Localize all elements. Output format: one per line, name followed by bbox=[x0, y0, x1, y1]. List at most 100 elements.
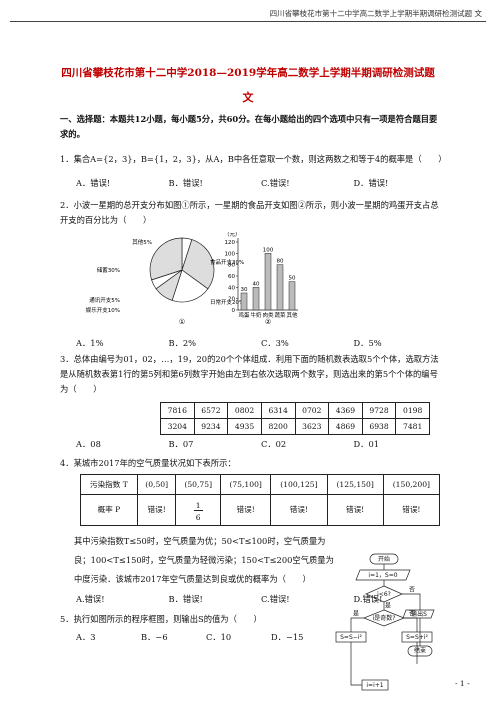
option: D.错误! bbox=[353, 594, 383, 604]
value-label: 80 bbox=[277, 259, 284, 265]
table-cell: 4869 bbox=[328, 418, 363, 435]
table-cell: 错误! bbox=[326, 493, 384, 527]
flow-label: 是 bbox=[353, 611, 359, 618]
option: B．错误! bbox=[168, 594, 203, 604]
table-cell: 错误! bbox=[219, 493, 272, 527]
table-cell: 污染指数 T bbox=[80, 474, 138, 495]
table-cell: (100,125] bbox=[270, 474, 328, 495]
y-tick-label: 80 bbox=[228, 263, 235, 269]
flow-node: 输出S bbox=[411, 610, 427, 618]
section-heading: 一、选择题：本题共12小题，每小题5分，共60分。在每小题给出的四个选项中只有一… bbox=[60, 114, 438, 139]
question: 2．小波一星期的总开支分布如图①所示，一星期的食品开支如图②所示，则小波一星期的… bbox=[60, 200, 439, 225]
pie-label: 日常开支20% bbox=[210, 298, 244, 306]
flow-label: 否 bbox=[409, 587, 415, 594]
option: B．错误! bbox=[168, 178, 203, 188]
random-table: 7816 6572 0802 6314 0702 4369 9728 0198 3204 9234… bbox=[160, 402, 430, 435]
option: B．−6 bbox=[141, 632, 168, 642]
options: A．3 B．−6 C．10 D．−15 bbox=[76, 630, 336, 645]
bar bbox=[240, 292, 248, 311]
pie-slice bbox=[181, 239, 215, 290]
table-cell: 0702 bbox=[294, 402, 330, 419]
option: A．错误! bbox=[76, 178, 111, 188]
table-cell: 0198 bbox=[395, 402, 430, 419]
table-row: 概率 P 错误! 1 6 错误! 错误! 错误! 错误! bbox=[80, 493, 441, 527]
option: A．08 bbox=[76, 439, 101, 449]
y-tick-label: 60 bbox=[228, 274, 235, 280]
option: B．2% bbox=[168, 338, 197, 348]
value-label: 50 bbox=[289, 276, 296, 282]
table-cell: 9234 bbox=[193, 418, 229, 435]
flow-label: 否 bbox=[409, 611, 415, 618]
table-cell: 8200 bbox=[260, 418, 296, 435]
flow-label: 是 bbox=[385, 603, 391, 610]
pie-label: 食品开支30% bbox=[210, 258, 244, 266]
running-header: 四川省攀枝花市第十二中学高二数学上学期半期调研检测试题 文 bbox=[269, 9, 482, 18]
x-tick-label: 牛奶 bbox=[250, 311, 262, 319]
y-tick-label: 0 bbox=[232, 308, 236, 314]
bar bbox=[264, 253, 272, 311]
air-table: 污染指数 T (0,50] (50,75] (75,100] (100,125] (125… bbox=[80, 474, 441, 527]
flow-node: S=S+i² bbox=[406, 634, 428, 641]
question: 4．某城市2017年的空气质量状况如下表所示： bbox=[60, 458, 236, 468]
question: 5．执行如图所示的程序框图，则输出S的值为（ ） bbox=[60, 614, 262, 624]
pie-label: 娱乐开支10% bbox=[86, 306, 120, 314]
question: 3．总体由编号为01，02，…，19，20的20个个体组成．利用下面的随机数表选… bbox=[60, 354, 439, 394]
bar bbox=[288, 281, 296, 311]
flow-node: 结束 bbox=[414, 647, 426, 655]
caption: ① bbox=[179, 318, 185, 326]
option: A.错误! bbox=[76, 594, 105, 604]
table-row: 污染指数 T (0,50] (50,75] (75,100] (100,125] (125… bbox=[80, 474, 441, 495]
table-cell: 0802 bbox=[227, 402, 262, 419]
options: A．08 B．07 C．02 D．01 bbox=[76, 437, 446, 452]
table-cell: 3623 bbox=[294, 418, 330, 435]
subtitle: 文 bbox=[242, 91, 254, 104]
table-cell: (50,75] bbox=[175, 474, 221, 495]
pie-label: 通讯开支5% bbox=[89, 296, 120, 304]
table-cell: 7481 bbox=[395, 418, 430, 435]
table-cell: (150,200] bbox=[382, 474, 441, 495]
question: 1．集合A={2，3}，B={1，2，3}，从A，B中各任意取一个数，则这两数之… bbox=[60, 154, 447, 164]
question-text: 其中污染指数T≤50时，空气质量为优；50<T≤100时，空气质量为良；100<… bbox=[74, 536, 334, 584]
table-cell: (125,150] bbox=[326, 474, 384, 495]
numerator: 1 bbox=[193, 500, 203, 511]
flow-node: i是奇数? bbox=[373, 614, 396, 622]
page-number: - 1 - bbox=[455, 679, 470, 688]
denominator: 6 bbox=[195, 512, 201, 522]
option: A．3 bbox=[76, 632, 96, 642]
bar bbox=[276, 264, 284, 311]
option: A．1% bbox=[76, 338, 104, 348]
title: 四川省攀枝花市第十二中学2018—2019学年高二数学上学期半期调研检测试题 bbox=[61, 67, 435, 79]
option: C．02 bbox=[261, 439, 287, 449]
option: C.错误! bbox=[261, 594, 290, 604]
options: A．错误! B．错误! C.错误! D．错误! bbox=[76, 176, 446, 191]
header-rule bbox=[10, 21, 486, 22]
options: A.错误! B．错误! C.错误! D.错误! bbox=[76, 592, 446, 607]
y-tick-label: 120 bbox=[225, 240, 236, 246]
pie-label: 储蓄30% bbox=[97, 266, 120, 274]
pie-slice bbox=[171, 269, 209, 303]
table-cell: 4935 bbox=[227, 418, 262, 435]
pie-slice bbox=[149, 237, 183, 281]
table-cell: (75,100] bbox=[219, 474, 272, 495]
flow-node: i=i+1 bbox=[366, 682, 383, 689]
option: D．5% bbox=[353, 338, 382, 348]
y-tick-label: 100 bbox=[225, 251, 236, 257]
x-tick-label: 蔬菜 bbox=[274, 311, 286, 319]
option: B．07 bbox=[168, 439, 194, 449]
flow-node: S=S−i² bbox=[340, 634, 362, 641]
value-label: 100 bbox=[263, 247, 274, 253]
flow-node: i<6? bbox=[377, 591, 391, 598]
options: A．1% B．2% C．3% D．5% bbox=[76, 336, 446, 351]
value-label: 40 bbox=[253, 281, 260, 287]
flow-node: i=1，S=0 bbox=[368, 572, 397, 579]
y-tick-label: 40 bbox=[228, 285, 235, 291]
figure: 其他5% 食品开支30% 日常开支20% 娱乐开支10% 通讯开支5% 储蓄30% ① （元）… bbox=[86, 232, 298, 326]
option: D．错误! bbox=[353, 178, 389, 188]
table-cell: 错误! bbox=[270, 493, 328, 527]
table-cell: 错误! bbox=[136, 493, 177, 527]
x-tick-label: 其他 bbox=[286, 311, 298, 319]
table-cell: 6572 bbox=[193, 402, 229, 419]
table-cell: 6938 bbox=[361, 418, 397, 435]
